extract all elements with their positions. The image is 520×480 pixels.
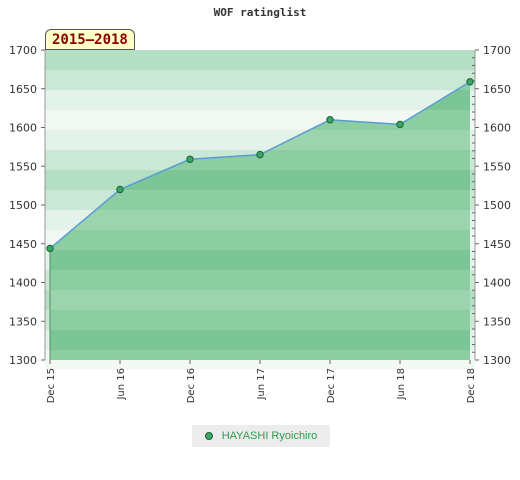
area-band bbox=[50, 310, 470, 330]
y-tick-label-left: 1650 bbox=[9, 83, 37, 96]
y-tick-label-right: 1650 bbox=[483, 83, 511, 96]
legend[interactable]: HAYASHI Ryoichiro bbox=[192, 425, 330, 447]
y-tick-label-right: 1700 bbox=[483, 44, 511, 57]
x-tick-label: Jun 16 bbox=[116, 368, 127, 401]
y-tick-label-right: 1300 bbox=[483, 354, 511, 367]
y-tick-label-left: 1550 bbox=[9, 160, 37, 173]
x-tick-label: Jun 17 bbox=[256, 368, 267, 401]
data-point bbox=[46, 244, 54, 253]
data-point bbox=[116, 185, 124, 194]
y-tick-label-left: 1450 bbox=[9, 238, 37, 251]
area-band bbox=[50, 250, 470, 270]
data-point bbox=[326, 116, 334, 124]
y-tick-label-left: 1400 bbox=[9, 277, 37, 290]
y-tick-label-right: 1350 bbox=[483, 315, 511, 328]
x-tick-label: Dec 17 bbox=[326, 368, 337, 403]
background-band bbox=[45, 50, 475, 70]
y-tick-label-right: 1400 bbox=[483, 277, 511, 290]
data-point bbox=[466, 78, 474, 86]
y-tick-label-right: 1550 bbox=[483, 160, 511, 173]
area-band bbox=[50, 350, 470, 361]
background-band bbox=[45, 70, 475, 90]
y-tick-label-right: 1500 bbox=[483, 199, 511, 212]
x-tick-label: Dec 15 bbox=[46, 368, 57, 403]
area-band bbox=[50, 210, 470, 230]
y-tick-label-right: 1450 bbox=[483, 238, 511, 251]
area-band bbox=[50, 230, 470, 250]
data-point bbox=[186, 155, 194, 163]
area-band bbox=[50, 270, 470, 290]
legend-label: HAYASHI Ryoichiro bbox=[221, 430, 318, 442]
area-band bbox=[50, 330, 470, 350]
data-point bbox=[256, 150, 264, 159]
x-tick-label: Dec 18 bbox=[466, 368, 477, 403]
chart-title: WOF ratinglist bbox=[213, 6, 307, 19]
area-band bbox=[50, 290, 470, 310]
background-band bbox=[45, 90, 475, 110]
y-tick-label-left: 1350 bbox=[9, 315, 37, 328]
y-tick-label-left: 1300 bbox=[9, 354, 37, 367]
x-tick-label: Jun 18 bbox=[396, 368, 407, 401]
x-tick-label: Dec 16 bbox=[186, 368, 197, 403]
area-band bbox=[50, 190, 470, 210]
legend-marker-icon bbox=[204, 432, 213, 440]
data-point bbox=[396, 120, 404, 129]
y-tick-label-left: 1700 bbox=[9, 44, 37, 57]
period-badge: 2015–2018 bbox=[45, 29, 135, 50]
y-tick-label-right: 1600 bbox=[483, 122, 511, 135]
y-tick-label-left: 1500 bbox=[9, 199, 37, 212]
y-tick-label-left: 1600 bbox=[9, 122, 37, 135]
